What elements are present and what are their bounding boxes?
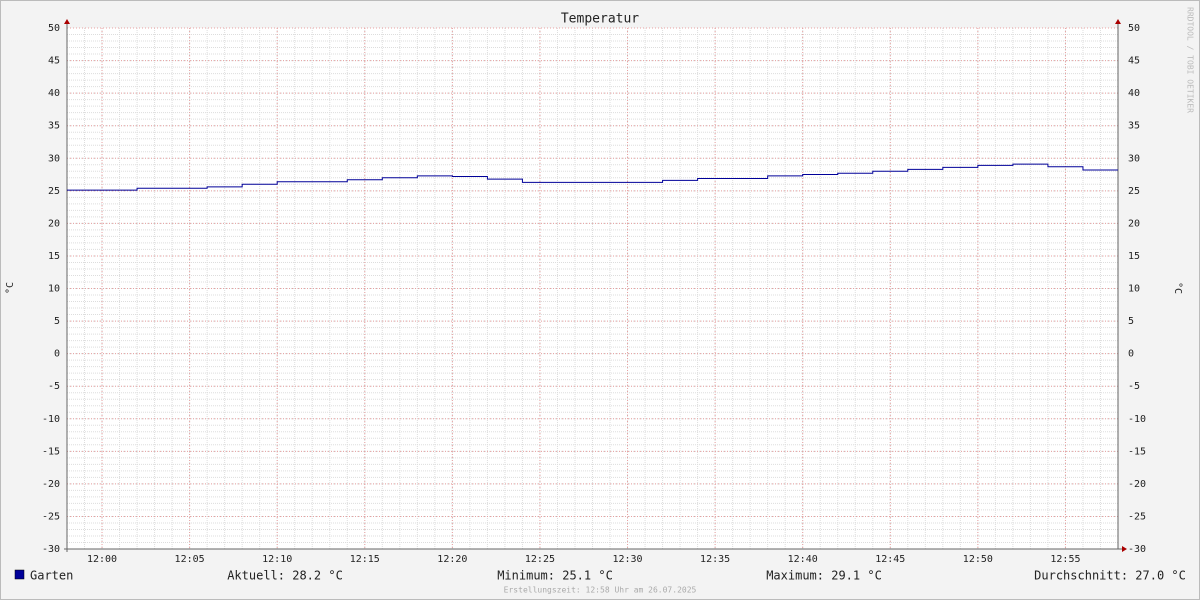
data-line — [67, 163, 1118, 191]
x-tick-label: 12:55 — [1050, 554, 1080, 565]
x-tick-label: 12:25 — [525, 554, 555, 565]
y-tick-label: 30 — [48, 153, 60, 164]
legend-stat: Aktuell: 28.2 °C — [227, 569, 343, 583]
y-tick-label: 35 — [48, 121, 60, 132]
y-tick-label: 50 — [48, 23, 60, 34]
y-tick-label: 10 — [48, 284, 60, 295]
legend-stat: Minimum: 25.1 °C — [497, 569, 613, 583]
y-tick-label: -25 — [42, 511, 60, 522]
x-tick-label: 12:20 — [437, 554, 467, 565]
y2-tick-label: 25 — [1128, 186, 1140, 197]
axis-arrow — [1122, 546, 1127, 552]
axis-arrow — [64, 19, 70, 24]
y2-tick-label: -10 — [1128, 414, 1146, 425]
y2-tick-label: -20 — [1128, 479, 1146, 490]
y2-tick-label: 45 — [1128, 56, 1140, 67]
y2-tick-label: 30 — [1128, 153, 1140, 164]
footer: Erstellungszeit: 12:58 Uhr am 26.07.2025 — [504, 586, 697, 595]
y-tick-label: -15 — [42, 446, 60, 457]
y-tick-label: -5 — [48, 381, 60, 392]
legend-swatch — [14, 569, 25, 580]
y2-axis-label: °C — [1172, 282, 1183, 294]
y-tick-label: -30 — [42, 544, 60, 555]
x-tick-label: 12:50 — [963, 554, 993, 565]
y-tick-label: 45 — [48, 56, 60, 67]
x-tick-label: 12:40 — [788, 554, 818, 565]
legend-label: Garten — [30, 569, 73, 583]
y-tick-label: 40 — [48, 88, 60, 99]
y2-tick-label: 0 — [1128, 349, 1134, 360]
y2-tick-label: 5 — [1128, 316, 1134, 327]
y2-tick-label: -30 — [1128, 544, 1146, 555]
y2-tick-label: 10 — [1128, 284, 1140, 295]
y2-tick-label: -25 — [1128, 511, 1146, 522]
watermark: RRDTOOL / TOBI OETIKER — [1186, 7, 1195, 113]
y-tick-label: 25 — [48, 186, 60, 197]
y-tick-label: 20 — [48, 218, 60, 229]
y2-tick-label: 35 — [1128, 121, 1140, 132]
x-tick-label: 12:35 — [700, 554, 730, 565]
legend-stat: Durchschnitt: 27.0 °C — [1034, 569, 1186, 583]
y-tick-label: -20 — [42, 479, 60, 490]
y2-tick-label: 20 — [1128, 218, 1140, 229]
y-axis-label: °C — [5, 282, 16, 294]
axis-arrow — [1115, 19, 1121, 24]
x-tick-label: 12:30 — [612, 554, 642, 565]
y-tick-label: -10 — [42, 414, 60, 425]
y2-tick-label: -15 — [1128, 446, 1146, 457]
y2-tick-label: 50 — [1128, 23, 1140, 34]
chart-title: Temperatur — [561, 12, 639, 27]
x-tick-label: 12:00 — [87, 554, 117, 565]
y2-tick-label: 40 — [1128, 88, 1140, 99]
y-tick-label: 0 — [54, 349, 60, 360]
x-tick-label: 12:05 — [175, 554, 205, 565]
y-tick-label: 15 — [48, 251, 60, 262]
x-tick-label: 12:15 — [350, 554, 380, 565]
y2-tick-label: -5 — [1128, 381, 1140, 392]
legend-stat: Maximum: 29.1 °C — [766, 569, 882, 583]
x-tick-label: 12:10 — [262, 554, 292, 565]
x-tick-label: 12:45 — [875, 554, 905, 565]
y2-tick-label: 15 — [1128, 251, 1140, 262]
y-tick-label: 5 — [54, 316, 60, 327]
